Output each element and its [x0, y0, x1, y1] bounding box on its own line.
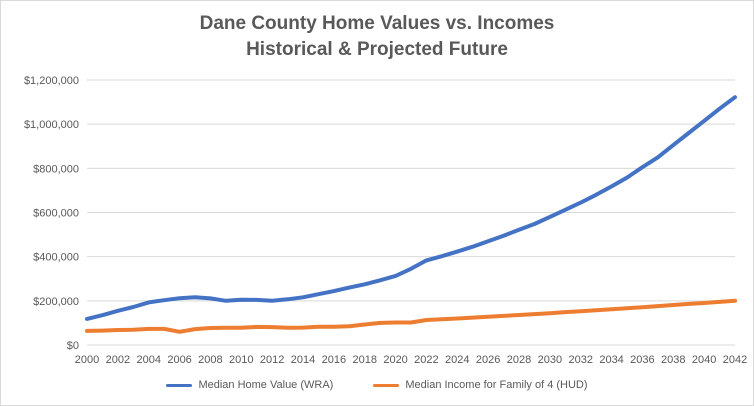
x-tick-label: 2036: [630, 354, 654, 366]
x-tick-label: 2022: [414, 354, 438, 366]
y-tick-label: $800,000: [33, 163, 79, 175]
chart-title: Dane County Home Values vs. Incomes: [199, 13, 555, 34]
chart-legend: Median Home Value (WRA) Median Income fo…: [1, 379, 753, 391]
y-tick-label: $1,200,000: [24, 75, 79, 87]
chart-title-block: Dane County Home Values vs. Incomes Hist…: [1, 11, 753, 63]
legend-swatch-income: [373, 383, 400, 387]
y-tick-label: $0: [67, 340, 79, 352]
y-tick-label: $400,000: [33, 252, 79, 264]
x-tick-label: 2010: [229, 354, 253, 366]
legend-label-home-value: Median Home Value (WRA): [198, 379, 334, 391]
x-tick-label: 2008: [198, 354, 222, 366]
x-tick-label: 2026: [476, 354, 500, 366]
x-tick-label: 2042: [723, 354, 747, 366]
x-tick-label: 2024: [445, 354, 469, 366]
legend-item-home-value: Median Home Value (WRA): [166, 379, 333, 391]
x-tick-label: 2002: [106, 354, 130, 366]
x-tick-label: 2014: [291, 354, 315, 366]
x-tick-label: 2032: [568, 354, 592, 366]
y-tick-label: $600,000: [33, 208, 79, 220]
y-tick-label: $200,000: [33, 296, 79, 308]
x-tick-label: 2038: [661, 354, 685, 366]
x-tick-label: 2006: [167, 354, 191, 366]
x-tick-label: 2034: [599, 354, 623, 366]
x-tick-label: 2028: [507, 354, 531, 366]
chart-subtitle: Historical & Projected Future: [246, 39, 508, 60]
x-tick-label: 2000: [75, 354, 99, 366]
series-line-income: [85, 298, 737, 334]
legend-swatch-home-value: [166, 383, 193, 387]
x-tick-label: 2004: [136, 354, 160, 366]
series-line-home-value: [85, 95, 737, 321]
x-tick-label: 2018: [352, 354, 376, 366]
x-tick-label: 2012: [260, 354, 284, 366]
x-tick-label: 2020: [383, 354, 407, 366]
legend-item-income: Median Income for Family of 4 (HUD): [373, 379, 588, 391]
x-tick-label: 2016: [322, 354, 346, 366]
legend-label-income: Median Income for Family of 4 (HUD): [405, 379, 588, 391]
x-tick-label: 2040: [692, 354, 716, 366]
y-tick-label: $1,000,000: [24, 119, 79, 131]
x-tick-label: 2030: [538, 354, 562, 366]
